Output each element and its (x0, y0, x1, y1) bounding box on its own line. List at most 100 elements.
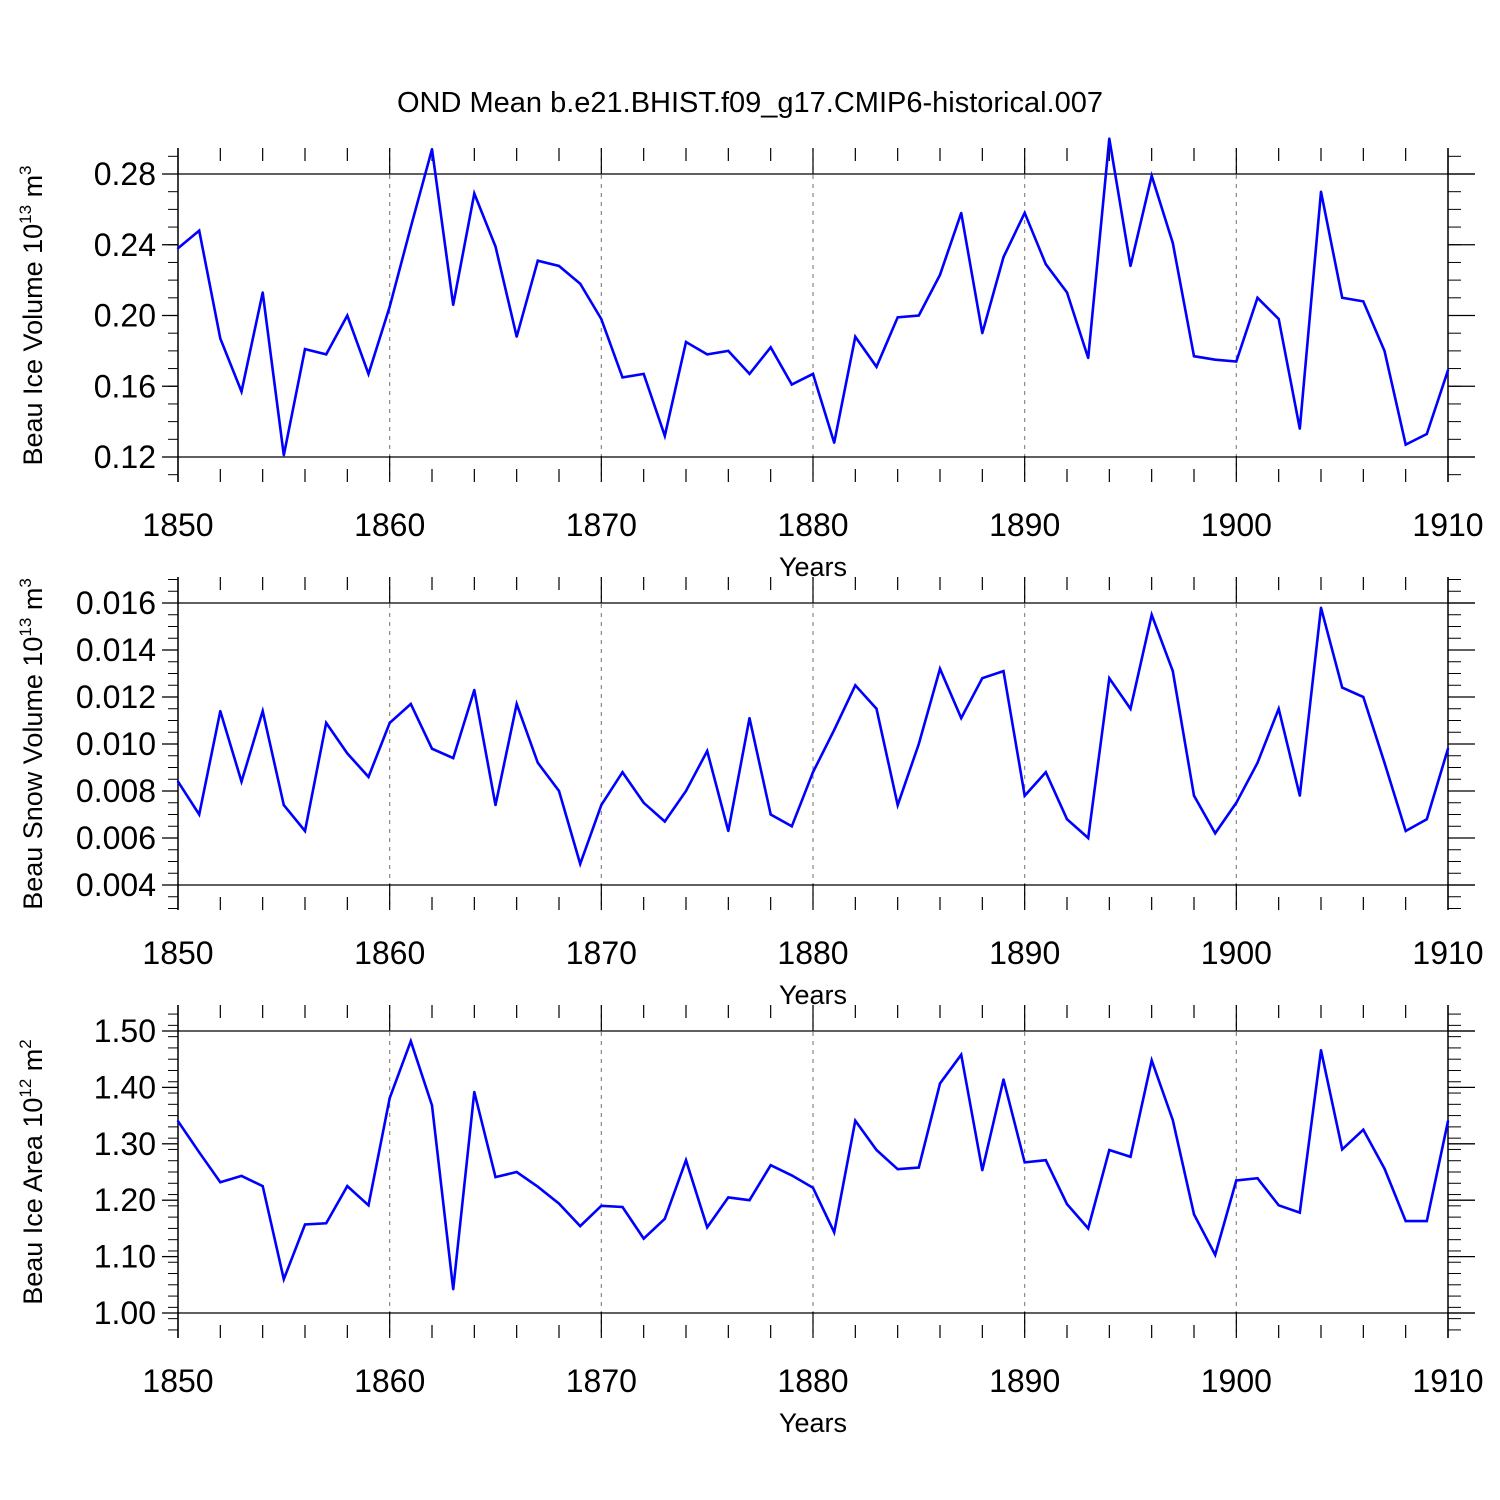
data-point (854, 335, 857, 338)
data-point (1150, 1059, 1153, 1062)
data-point (557, 1202, 561, 1205)
data-point (727, 829, 730, 833)
data-point (1192, 794, 1196, 797)
data-point (494, 803, 497, 807)
data-point (303, 1223, 307, 1226)
data-point (790, 825, 793, 828)
data-point (1023, 794, 1026, 797)
data-point (833, 728, 836, 732)
data-point (515, 1170, 518, 1174)
data-point (176, 1120, 180, 1123)
x-tick-label: 1880 (777, 935, 848, 971)
x-tick-label: 1890 (989, 507, 1060, 543)
data-point (1277, 317, 1280, 321)
panel-2: 0.004 0.006 0.008 0.010 0.012 0.014 0.016 1850 1… (16, 577, 1484, 1010)
data-point (1235, 801, 1238, 804)
data-point (367, 372, 370, 376)
data-point (790, 1174, 793, 1177)
x-tick-label: 1900 (1201, 935, 1272, 971)
data-point (642, 801, 645, 804)
data-point (325, 353, 328, 356)
y-tick-label: 0.014 (76, 632, 156, 668)
data-point (896, 316, 899, 319)
y-tick-label: 0.12 (94, 439, 156, 475)
data-point (1256, 1177, 1259, 1180)
data-point (1171, 669, 1175, 673)
data-point (833, 441, 836, 444)
y-tick-label: 0.006 (76, 820, 156, 856)
data-point (1002, 255, 1005, 259)
data-point (621, 376, 624, 379)
data-point (388, 721, 391, 725)
data-point (1298, 427, 1302, 430)
x-tick-label: 1850 (142, 1363, 213, 1399)
data-point (367, 1204, 370, 1207)
data-point (325, 1222, 328, 1225)
data-point (494, 245, 497, 248)
x-tick-label: 1870 (566, 935, 637, 971)
data-point (219, 337, 222, 340)
data-point (748, 716, 751, 720)
data-point (769, 1164, 772, 1167)
x-axis-label: Years (779, 1408, 847, 1438)
x-tick-label: 1870 (566, 507, 637, 543)
data-point (452, 756, 455, 760)
data-point (1129, 264, 1132, 268)
data-point (473, 1090, 476, 1094)
data-point (473, 192, 476, 195)
data-point (1108, 1148, 1111, 1152)
x-tick-label: 1910 (1412, 1363, 1483, 1399)
data-point (1425, 1219, 1429, 1223)
data-point (1150, 174, 1153, 177)
y-axis-label: Beau Snow Volume 1013 m3 (16, 578, 48, 910)
data-point (1404, 829, 1407, 833)
data-point (1319, 1049, 1323, 1052)
data-point (240, 1174, 243, 1178)
data-point (261, 291, 264, 294)
data-point (1192, 1213, 1196, 1216)
data-point (1256, 761, 1259, 764)
data-point (727, 349, 730, 353)
data-point (452, 303, 455, 307)
data-point (896, 803, 899, 807)
x-tick-label: 1860 (354, 935, 425, 971)
data-point (875, 1148, 878, 1152)
data-point (663, 820, 666, 823)
data-point (1277, 707, 1280, 710)
data-point (960, 211, 963, 215)
data-point (1108, 137, 1111, 140)
data-point (1341, 686, 1344, 689)
x-tick-label: 1850 (142, 507, 213, 543)
data-point (367, 775, 370, 779)
y-tick-label: 0.010 (76, 726, 156, 762)
data-point (769, 346, 772, 349)
data-point (282, 454, 285, 457)
data-point (240, 780, 243, 783)
data-point (917, 314, 920, 317)
data-point (409, 702, 412, 706)
y-tick-label: 1.20 (94, 1182, 156, 1218)
data-point (388, 1096, 391, 1100)
x-tick-label: 1900 (1201, 507, 1272, 543)
data-point (684, 340, 688, 344)
data-point (1087, 1227, 1090, 1230)
y-tick-label: 1.50 (94, 1013, 156, 1049)
data-point (261, 709, 264, 713)
data-point (706, 353, 709, 356)
data-point (938, 667, 942, 670)
data-point (557, 789, 561, 793)
data-point (854, 684, 857, 687)
data-point (938, 1082, 942, 1085)
data-point (1235, 1179, 1238, 1182)
data-point (811, 372, 815, 376)
data-point (1023, 1161, 1026, 1164)
data-point (515, 335, 518, 338)
data-point (981, 332, 984, 335)
data-point (833, 1231, 836, 1234)
data-point (494, 1175, 497, 1179)
data-point (1383, 761, 1386, 764)
data-point (536, 761, 539, 764)
data-point (727, 1196, 730, 1199)
data-point (1446, 1120, 1450, 1123)
x-tick-label: 1870 (566, 1363, 637, 1399)
